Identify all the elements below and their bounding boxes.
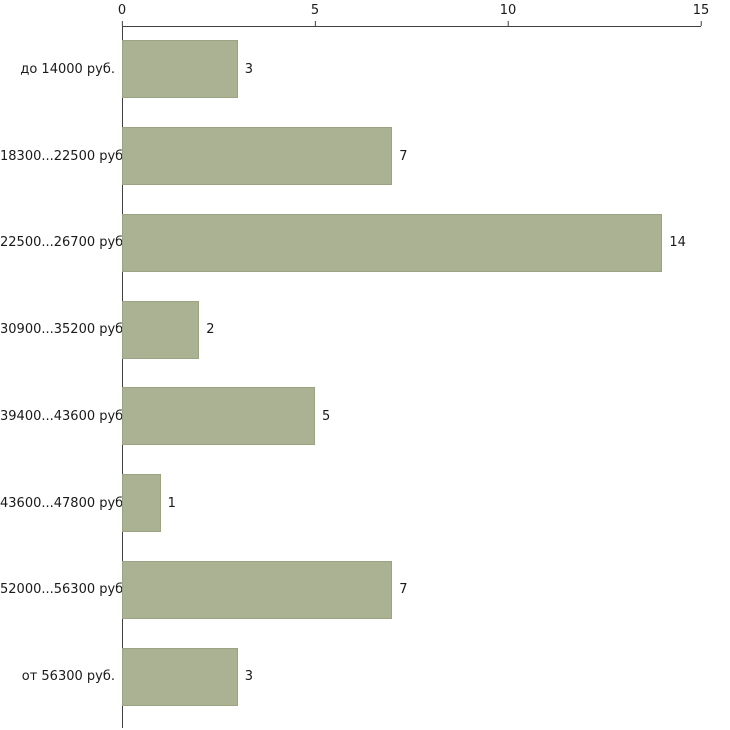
x-axis-tick: 10 [499,3,517,26]
bar [122,40,238,99]
x-axis-tick-label: 10 [499,3,517,18]
category-label: до 14000 руб. [20,61,115,77]
x-axis-tick: 5 [311,4,319,26]
x-axis-tick-mark [507,21,509,26]
category-label: 43600...47800 руб. [0,495,128,511]
bar [122,127,393,186]
category-label: 39400...43600 руб. [0,408,128,424]
x-axis-tick: 15 [692,3,710,26]
x-axis-tick-mark [121,21,123,26]
category-label: 52000...56300 руб. [0,582,128,598]
value-label: 7 [399,582,408,598]
x-axis: 0 5 10 15 [118,0,709,27]
bar-row: 43600...47800 руб. 1 [0,460,701,547]
bar-row: 39400...43600 руб. 5 [0,373,701,460]
value-label: 2 [206,322,215,338]
bar-zone: 14 [122,200,701,287]
bar-row: 18300...22500 руб. 7 [0,113,701,200]
bar-row: 22500...26700 руб. 14 [0,200,701,287]
category-label: 18300...22500 руб. [0,148,128,164]
bar-zone: 3 [122,633,701,720]
bar [122,474,161,533]
bar-zone: 5 [122,373,701,460]
category-label: 22500...26700 руб. [0,235,128,251]
bar-zone: 3 [122,26,701,113]
value-label: 1 [167,495,176,511]
category-label: от 56300 руб. [21,669,115,685]
bar-zone: 1 [122,460,701,547]
x-axis-tick-mark [700,21,702,26]
x-axis-tick-label: 5 [310,3,320,18]
x-axis-tick: 0 [118,4,126,26]
bar-row: от 56300 руб. 3 [0,633,701,720]
bar [122,647,238,706]
x-axis-tick-label: 0 [117,3,127,18]
bar [122,387,315,446]
x-axis-tick-mark [314,21,316,26]
x-axis-tick-label: 15 [692,3,710,18]
bar-row: 30900...35200 руб. 2 [0,286,701,373]
bar [122,560,393,619]
category-label: 30900...35200 руб. [0,322,128,338]
bar [122,300,200,359]
bar-rows: до 14000 руб. 3 18300...22500 руб. 7 225… [0,26,701,720]
bar-zone: 7 [122,113,701,200]
value-label: 5 [322,408,331,424]
value-label: 7 [399,148,408,164]
bar-row: до 14000 руб. 3 [0,26,701,113]
value-label: 3 [244,669,254,685]
bar-zone: 7 [122,547,701,634]
value-label: 3 [244,61,254,77]
value-label: 14 [669,235,686,251]
bar-zone: 2 [122,286,701,373]
bar-row: 52000...56300 руб. 7 [0,547,701,634]
bar [122,213,663,272]
y-axis [122,26,123,728]
